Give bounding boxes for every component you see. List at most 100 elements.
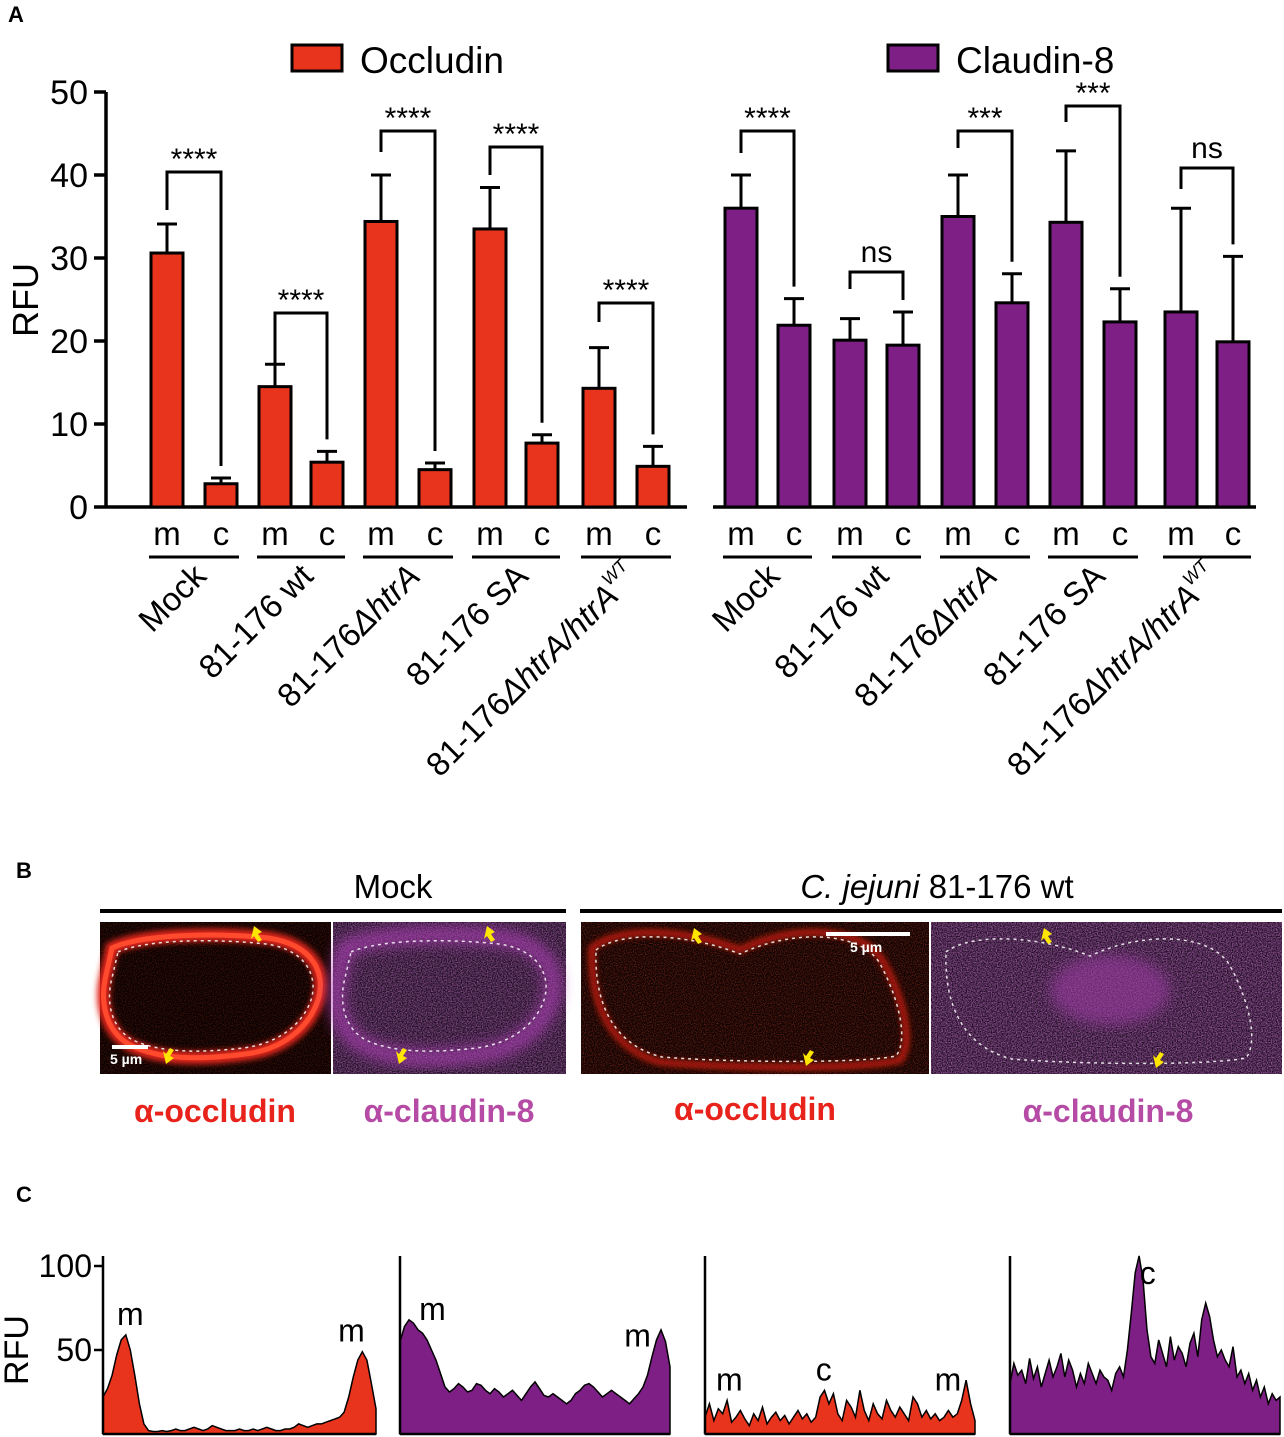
arrow-icon — [484, 926, 495, 942]
x-sublabel-m: m — [727, 515, 755, 552]
y-tick-label: 30 — [50, 240, 88, 278]
infected-claudin-image — [931, 922, 1282, 1074]
stain-label-mock-occludin: α-occludin — [134, 1093, 296, 1129]
x-sublabel-c: c — [319, 515, 336, 552]
significance-label: *** — [1075, 77, 1110, 110]
profile-peak-label: c — [1140, 1255, 1156, 1291]
significance-label: **** — [278, 284, 325, 317]
x-sublabel-c: c — [786, 515, 803, 552]
bar-c — [635, 464, 671, 509]
legend-label: Occludin — [360, 40, 504, 81]
x-sublabel-m: m — [367, 515, 395, 552]
bar-c — [524, 441, 560, 509]
strain-label: Mock — [705, 556, 787, 638]
profile-area — [102, 1333, 377, 1435]
x-sublabel-c: c — [427, 515, 444, 552]
x-sublabel-c: c — [534, 515, 551, 552]
arrow-icon — [163, 1048, 174, 1064]
profile-y-tick-label: 100 — [39, 1248, 92, 1284]
profile-area — [399, 1318, 671, 1435]
significance-bracket — [379, 129, 437, 452]
arrow-icon — [1041, 928, 1052, 944]
infected-occludin-image: 5 µm — [581, 922, 929, 1074]
bar-c — [1102, 320, 1138, 509]
significance-label: **** — [493, 118, 540, 151]
bar-m — [472, 227, 508, 509]
panel-b-microscopy: Mock C. jejuni 81-176 wt 5 µm — [97, 868, 1282, 1129]
x-sublabel-c: c — [645, 515, 662, 552]
bar-c — [203, 482, 239, 509]
x-sublabel-m: m — [1052, 515, 1080, 552]
strain-label: Mock — [131, 556, 213, 638]
significance-bracket — [848, 270, 905, 300]
bar-c — [994, 301, 1030, 509]
significance-bracket — [1179, 166, 1235, 245]
strain-label: 81-176ΔhtrA/htrAWT — [998, 554, 1227, 783]
y-tick-label: 10 — [50, 406, 88, 444]
profile-area — [1009, 1255, 1281, 1435]
arrow-icon — [396, 1048, 407, 1064]
significance-bracket — [597, 301, 655, 435]
bar-m — [1163, 310, 1199, 509]
panel-a-label: A — [8, 2, 24, 27]
bar-m — [257, 385, 293, 509]
significance-label: *** — [967, 102, 1002, 135]
profile-peak-label: m — [716, 1361, 743, 1397]
bar-m — [581, 386, 617, 509]
scale-bar-label: 5 µm — [110, 1051, 142, 1067]
bar-c — [417, 468, 453, 509]
scale-bar — [112, 1045, 148, 1049]
significance-bracket — [165, 170, 223, 466]
stain-label-infected-claudin: α-claudin-8 — [1023, 1093, 1194, 1129]
x-sublabel-c: c — [895, 515, 912, 552]
significance-bracket — [956, 129, 1014, 262]
arrow-icon — [251, 926, 262, 942]
significance-bracket — [488, 145, 544, 423]
profile-peak-label: m — [419, 1291, 446, 1327]
arrow-icon — [691, 928, 702, 944]
significance-label: ns — [861, 236, 893, 269]
bar-m — [1048, 220, 1084, 509]
infected-group-title: C. jejuni 81-176 wt — [800, 868, 1073, 905]
bar-m — [149, 251, 185, 509]
significance-bracket — [1064, 104, 1122, 277]
x-sublabel-m: m — [261, 515, 289, 552]
x-sublabel-m: m — [476, 515, 504, 552]
mock-occludin-image: 5 µm — [97, 922, 331, 1074]
profile-peak-label: m — [624, 1318, 651, 1354]
bar-m — [832, 338, 868, 509]
significance-label: **** — [603, 274, 650, 307]
strain-label-base: 81-176 — [847, 615, 946, 714]
y-tick-label: 40 — [50, 157, 88, 195]
arrow-icon — [803, 1050, 814, 1066]
profile-peak-label: c — [816, 1351, 832, 1387]
bar-m — [363, 219, 399, 509]
significance-label: **** — [385, 102, 432, 135]
arrow-icon — [1153, 1052, 1164, 1068]
panel-b-label: B — [16, 858, 32, 883]
mock-group-title: Mock — [354, 868, 433, 905]
x-sublabel-m: m — [836, 515, 864, 552]
scale-bar-label: 5 µm — [850, 939, 882, 955]
strain-label-base: 81-176 — [1000, 684, 1099, 783]
y-tick-label: 20 — [50, 323, 88, 361]
bar-m — [723, 206, 759, 509]
y-axis-label: RFU — [5, 263, 46, 337]
bar-c — [1215, 340, 1251, 509]
bar-c — [309, 460, 345, 509]
bar-m — [940, 215, 976, 509]
stain-label-mock-claudin: α-claudin-8 — [364, 1093, 535, 1129]
y-tick-label: 50 — [50, 74, 88, 112]
strain-label: 81-176ΔhtrA/htrAWT — [417, 554, 646, 783]
mock-claudin-image — [328, 922, 566, 1074]
profile-peak-label: m — [935, 1361, 962, 1397]
profile-peak-label: m — [338, 1313, 365, 1349]
x-sublabel-m: m — [153, 515, 181, 552]
strain-label-base: 81-176 — [270, 615, 369, 714]
significance-label: **** — [744, 102, 791, 135]
legend-swatch — [886, 43, 940, 73]
bar-c — [885, 343, 921, 509]
significance-label: ns — [1191, 132, 1223, 165]
